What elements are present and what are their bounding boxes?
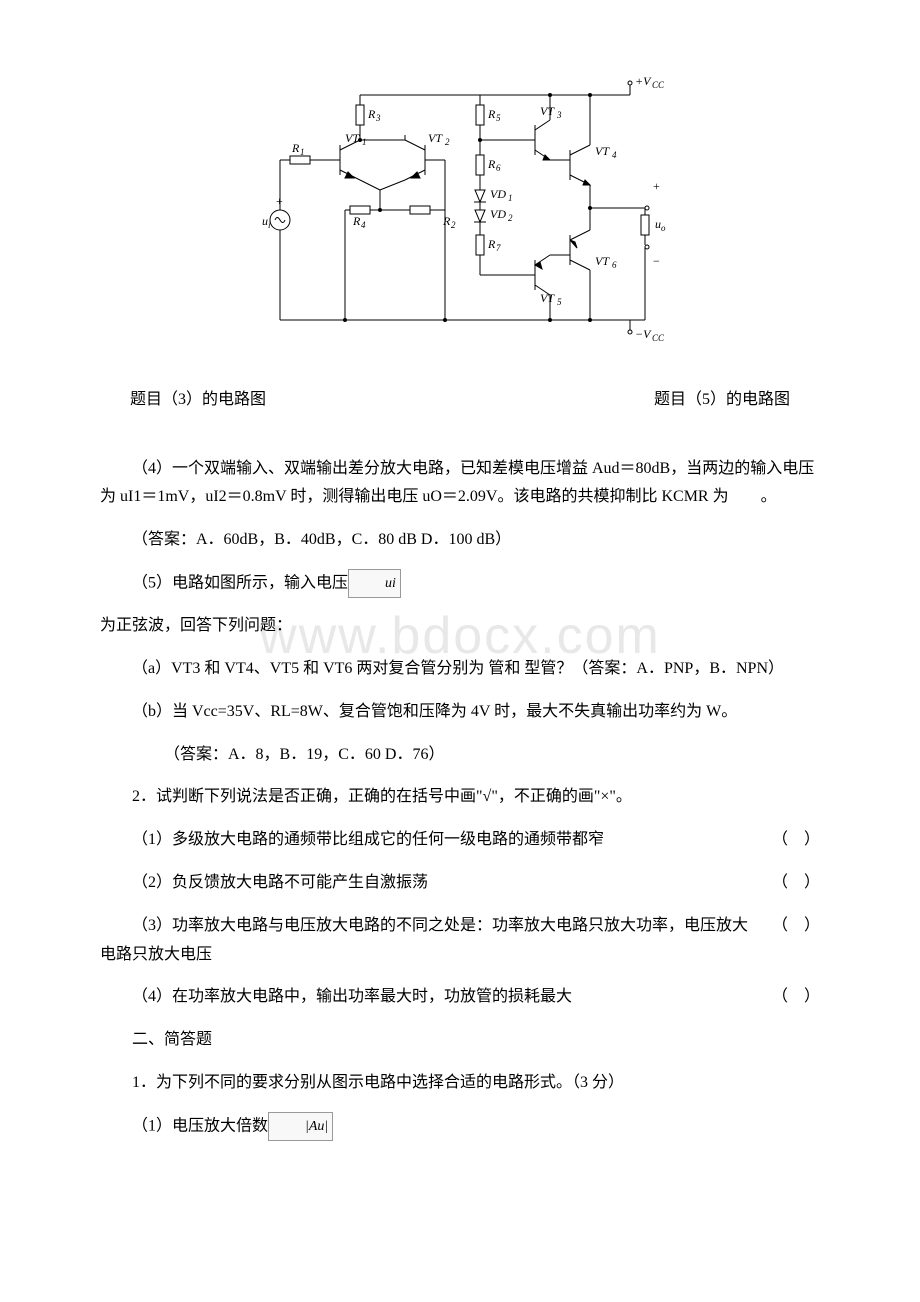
svg-text:R: R bbox=[367, 107, 376, 121]
svg-text:6: 6 bbox=[496, 163, 501, 173]
svg-text:VD: VD bbox=[490, 187, 506, 201]
q2-item-4: （4）在功率放大电路中，输出功率最大时，功放管的损耗最大 （ ） bbox=[100, 983, 820, 1012]
q2-item-1-text: （1）多级放大电路的通频带比组成它的任何一级电路的通频带都窄 bbox=[100, 826, 752, 855]
q2-item-3-paren: （ ） bbox=[752, 912, 820, 970]
svg-text:VT: VT bbox=[595, 254, 610, 268]
svg-text:VT: VT bbox=[428, 131, 443, 145]
caption-row: 题目（3）的电路图 题目（5）的电路图 bbox=[130, 386, 790, 415]
svg-text:R: R bbox=[487, 107, 496, 121]
q5-intro1: （5）电路如图所示，输入电压 bbox=[132, 574, 348, 591]
q5-b-answer: （答案：A．8，B．19，C．60 D．76） bbox=[100, 741, 820, 770]
ui-symbol: ui bbox=[348, 569, 401, 598]
svg-text:5: 5 bbox=[496, 113, 501, 123]
q2-item-1-paren: （ ） bbox=[752, 826, 820, 855]
svg-text:R: R bbox=[291, 141, 300, 155]
svg-text:2: 2 bbox=[508, 213, 513, 223]
svg-text:VT: VT bbox=[540, 104, 555, 118]
svg-text:+: + bbox=[653, 179, 660, 193]
svg-text:3: 3 bbox=[556, 110, 562, 120]
q2-item-1: （1）多级放大电路的通频带比组成它的任何一级电路的通频带都窄 （ ） bbox=[100, 826, 820, 855]
section2-sub1: （1）电压放大倍数|Au| bbox=[100, 1112, 820, 1141]
svg-text:+V: +V bbox=[635, 74, 652, 88]
svg-text:CC: CC bbox=[652, 333, 665, 343]
svg-text:R: R bbox=[487, 157, 496, 171]
q2-item-3: （3）功率放大电路与电压放大电路的不同之处是：功率放大电路只放大功率，电压放大电… bbox=[100, 912, 820, 970]
svg-text:o: o bbox=[661, 223, 666, 233]
svg-text:CC: CC bbox=[652, 80, 665, 90]
svg-text:R: R bbox=[487, 237, 496, 251]
q5-intro-line2: 为正弦波，回答下列问题： bbox=[100, 612, 820, 641]
circuit-diagram: +V CC −V CC R 3 R 5 VT bbox=[100, 70, 820, 361]
q5-a: （a）VT3 和 VT4、VT5 和 VT6 两对复合管分别为 管和 型管？（答… bbox=[100, 655, 820, 684]
svg-text:1: 1 bbox=[508, 193, 513, 203]
section2-sub1-pre: （1）电压放大倍数 bbox=[132, 1117, 268, 1134]
svg-text:1: 1 bbox=[300, 147, 305, 157]
svg-text:7: 7 bbox=[496, 243, 501, 253]
svg-text:4: 4 bbox=[612, 150, 617, 160]
q2-item-2-paren: （ ） bbox=[752, 869, 820, 898]
svg-text:R: R bbox=[352, 214, 361, 228]
au-symbol: |Au| bbox=[268, 1112, 333, 1141]
q5-b: （b）当 Vcc=35V、RL=8W、复合管饱和压降为 4V 时，最大不失真输出… bbox=[100, 698, 820, 727]
q2-item-3-text: （3）功率放大电路与电压放大电路的不同之处是：功率放大电路只放大功率，电压放大电… bbox=[100, 912, 752, 970]
svg-text:2: 2 bbox=[445, 137, 450, 147]
section2-title: 二、简答题 bbox=[100, 1026, 820, 1055]
svg-text:VT: VT bbox=[540, 291, 555, 305]
caption-left: 题目（3）的电路图 bbox=[130, 386, 266, 415]
svg-text:6: 6 bbox=[612, 260, 617, 270]
svg-text:VT: VT bbox=[345, 131, 360, 145]
q2-stem: 2．试判断下列说法是否正确，正确的在括号中画"√"，不正确的画"×"。 bbox=[100, 783, 820, 812]
q2-item-4-paren: （ ） bbox=[752, 983, 820, 1012]
svg-text:4: 4 bbox=[361, 220, 366, 230]
svg-text:R: R bbox=[442, 214, 451, 228]
svg-text:−V: −V bbox=[635, 327, 652, 341]
svg-text:3: 3 bbox=[375, 113, 381, 123]
svg-text:−: − bbox=[653, 254, 660, 268]
svg-text:2: 2 bbox=[451, 220, 456, 230]
q5-intro-line1: （5）电路如图所示，输入电压ui bbox=[100, 569, 820, 598]
caption-right: 题目（5）的电路图 bbox=[654, 386, 790, 415]
svg-text:1: 1 bbox=[362, 137, 367, 147]
q4-text: （4）一个双端输入、双端输出差分放大电路，已知差模电压增益 Aud＝80dB，当… bbox=[100, 455, 820, 513]
q2-item-2: （2）负反馈放大电路不可能产生自激振荡 （ ） bbox=[100, 869, 820, 898]
q2-item-2-text: （2）负反馈放大电路不可能产生自激振荡 bbox=[100, 869, 752, 898]
q2-item-4-text: （4）在功率放大电路中，输出功率最大时，功放管的损耗最大 bbox=[100, 983, 752, 1012]
q4-answer: （答案：A．60dB，B．40dB，C．80 dB D．100 dB） bbox=[100, 526, 820, 555]
svg-text:VD: VD bbox=[490, 207, 506, 221]
svg-text:+: + bbox=[276, 194, 283, 208]
svg-text:5: 5 bbox=[557, 297, 562, 307]
svg-text:VT: VT bbox=[595, 144, 610, 158]
section2-q1: 1．为下列不同的要求分别从图示电路中选择合适的电路形式。（3 分） bbox=[100, 1069, 820, 1098]
